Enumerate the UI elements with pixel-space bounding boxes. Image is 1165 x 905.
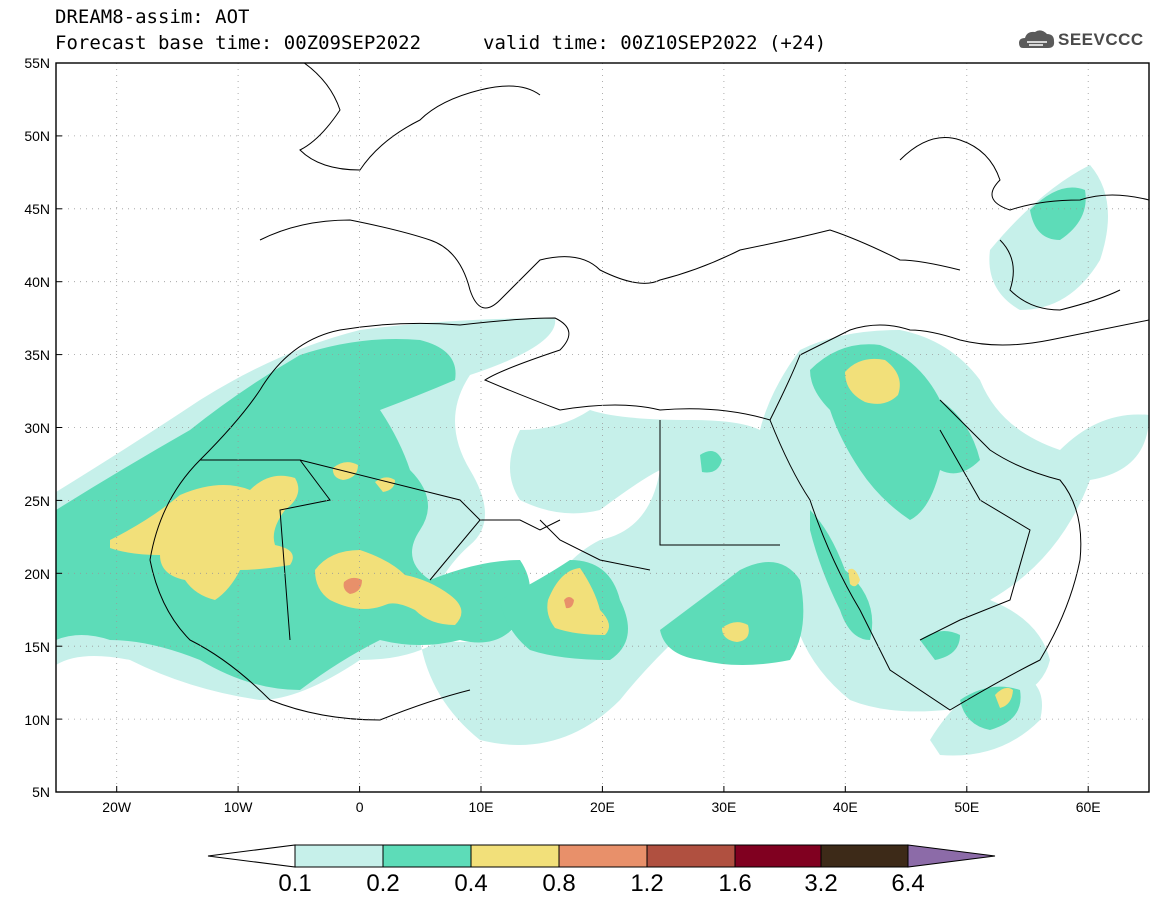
y-tick-label: 55N [24, 55, 50, 71]
y-tick-label: 45N [24, 201, 50, 217]
y-tick-label: 30N [24, 420, 50, 436]
x-tick-label: 20W [102, 799, 132, 815]
valid-time: valid time: 00Z10SEP2022 (+24) [483, 32, 827, 54]
colorbar-segment [294, 844, 384, 868]
aot-field [56, 165, 1149, 756]
x-tick-label: 0 [356, 799, 364, 815]
colorbar [207, 844, 996, 868]
colorbar-segment [558, 844, 648, 868]
colorbar-label: 6.4 [891, 870, 925, 897]
colorbar-segment [382, 844, 472, 868]
y-tick-label: 10N [24, 712, 50, 728]
x-tick-label: 60E [1076, 799, 1101, 815]
graticule [56, 63, 1149, 792]
colorbar-high-arrow [907, 844, 996, 868]
colorbar-segment [734, 844, 822, 868]
y-tick-label: 20N [24, 566, 50, 582]
colorbar-label: 0.8 [542, 870, 576, 897]
forecast-base-time: Forecast base time: 00Z09SEP2022 [55, 32, 422, 54]
colorbar-label: 3.2 [804, 870, 838, 897]
colorbar-segment [820, 844, 909, 868]
y-tick-label: 25N [24, 493, 50, 509]
x-tick-label: 40E [833, 799, 858, 815]
colorbar-segment [646, 844, 736, 868]
colorbar-low-arrow [207, 844, 296, 868]
colorbar-label: 0.4 [454, 870, 488, 897]
x-tick-label: 50E [954, 799, 979, 815]
x-tick-label: 10W [224, 799, 254, 815]
coastlines [149, 63, 1149, 721]
colorbar-label: 1.2 [630, 870, 664, 897]
aot-band-0.4 [110, 358, 1013, 708]
y-tick-label: 5N [32, 784, 50, 800]
x-tick-label: 20E [590, 799, 615, 815]
y-tick-label: 40N [24, 274, 50, 290]
y-tick-label: 50N [24, 128, 50, 144]
colorbar-label: 1.6 [718, 870, 752, 897]
x-tick-label: 30E [711, 799, 736, 815]
aot-band-0.8 [343, 577, 574, 609]
cloud-icon [1019, 30, 1055, 48]
x-tick-label: 10E [469, 799, 494, 815]
colorbar-label: 0.1 [278, 870, 312, 897]
colorbar-label: 0.2 [366, 870, 400, 897]
product-title: DREAM8-assim: AOT [55, 6, 250, 28]
y-tick-label: 15N [24, 639, 50, 655]
tick-marks [56, 135, 1089, 792]
y-tick-label: 35N [24, 347, 50, 363]
colorbar-segment [470, 844, 560, 868]
logo-text: SEEVCCC [1058, 30, 1144, 49]
